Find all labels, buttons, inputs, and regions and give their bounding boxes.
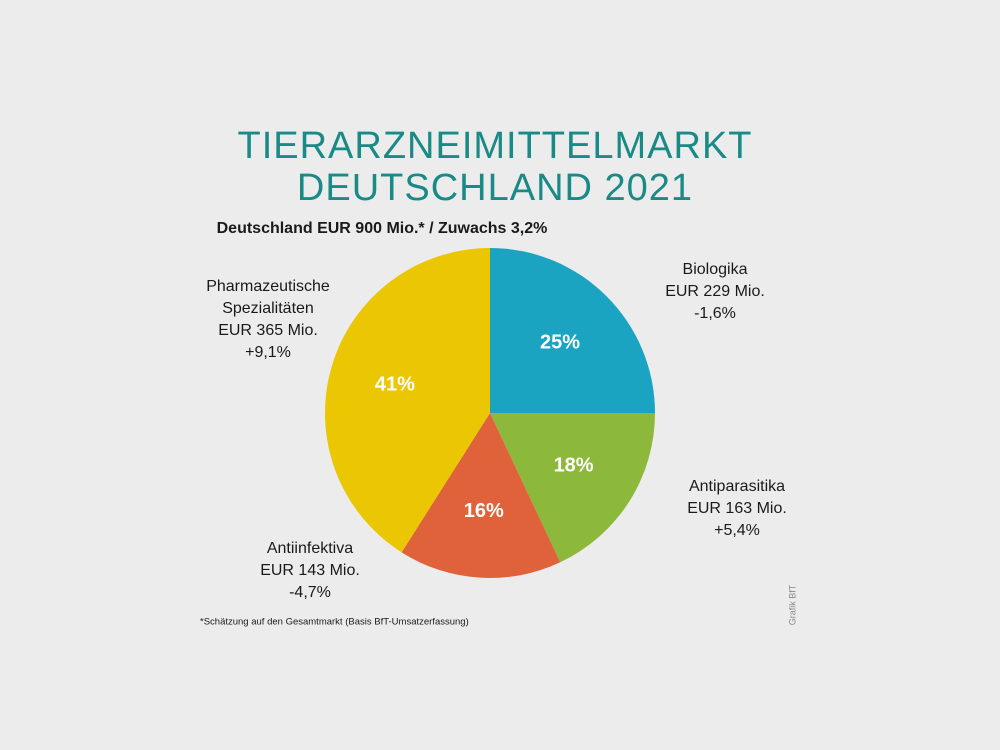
slice-label: Antiinfektiva [267,540,353,557]
slice-label: Pharmazeutische Spezialitäten [206,278,330,317]
slice-change: -4,7% [289,584,331,601]
credit: Grafik BfT [787,584,797,625]
percent-label: 41% [375,374,415,396]
chart-title: DEUTSCHLAND 2021 [297,167,693,209]
footnote: *Schätzung auf den Gesamtmarkt (Basis Bf… [200,617,469,628]
subtitle: Deutschland EUR 900 Mio.* / Zuwachs 3,2% [217,220,548,237]
slice-label: Biologika [683,261,748,278]
label-line: Antiparasitika [689,478,785,495]
pie-slice [490,413,655,563]
chart-title: TIERARZNEIMITTELMARKT [237,125,752,167]
pie-slice [490,248,655,413]
percent-label: 25% [540,331,580,353]
percent-label: 16% [464,500,504,522]
slice-change: +9,1% [245,344,291,361]
pie-slice [325,248,490,553]
pie-slice [401,413,561,578]
label-line: Pharmazeutische [206,278,330,295]
label-line: Spezialitäten [222,300,314,317]
slice-amount: EUR 143 Mio. [260,562,360,579]
slice-change: +5,4% [714,522,760,539]
slice-amount: EUR 365 Mio. [218,322,318,339]
slice-label: Antiparasitika [689,478,785,495]
label-line: Antiinfektiva [267,540,353,557]
percent-label: 18% [554,454,594,476]
slice-amount: EUR 229 Mio. [665,283,765,300]
slice-change: -1,6% [694,305,736,322]
slice-amount: EUR 163 Mio. [687,500,787,517]
label-line: Biologika [683,261,748,278]
